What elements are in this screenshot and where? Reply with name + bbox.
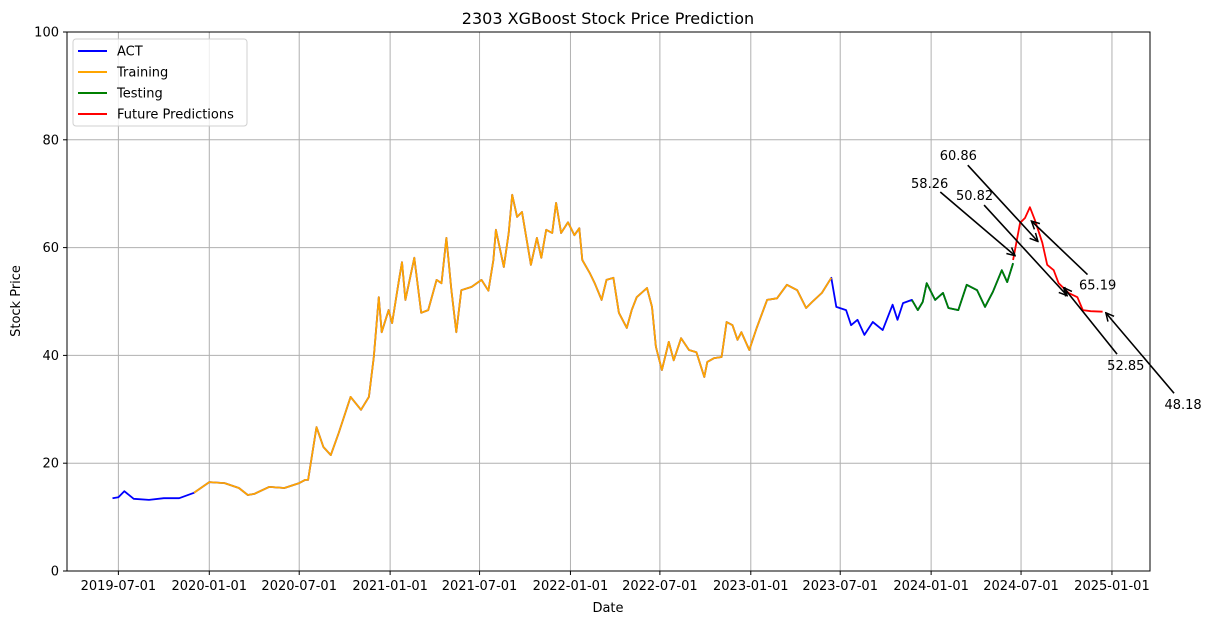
series-lines [112,193,1103,501]
x-tick-label: 2023-07-01 [802,579,878,594]
legend-box [72,38,248,127]
y-tick-label: 20 [42,457,59,472]
legend-label-training: Training [116,66,168,81]
y-tick-label: 60 [42,241,59,256]
plot-frame [66,31,1151,572]
annotation-label: 52.85 [1107,359,1144,374]
series-line-future-predictions [1012,206,1103,313]
legend-label-act: ACT [117,45,143,60]
x-tick-label: 2021-07-01 [442,579,518,594]
x-tick-label: 2021-01-01 [352,579,428,594]
legend-label-future-predictions: Future Predictions [117,108,234,123]
annotations: 58.26 60.86 50.82 65.19 52.85 48.18 [911,149,1202,413]
x-tick-label: 2020-07-01 [261,579,337,594]
x-tick-label: 2024-01-01 [893,579,969,594]
x-tick-label: 2024-07-01 [983,579,1059,594]
annotation-arrow [967,164,1038,241]
annotation-arrow [983,204,1067,296]
legend-label-testing: Testing [116,87,163,102]
x-axis-ticks: 2019-07-01 2020-01-01 2020-07-01 2021-01-01… [81,571,1150,594]
x-tick-label: 2022-07-01 [622,579,698,594]
x-tick-label: 2022-01-01 [533,579,609,594]
y-tick-label: 0 [51,565,59,580]
y-tick-label: 80 [42,133,59,148]
y-axis-ticks: 0 20 40 60 80 100 [34,26,67,580]
annotation-arrow [1064,288,1118,355]
annotation-arrow [1106,313,1175,394]
x-axis-label: Date [592,601,623,616]
y-tick-label: 100 [34,26,59,41]
y-tick-label: 40 [42,349,59,364]
annotation-arrow [1031,221,1089,276]
series-line-training [193,193,833,496]
x-tick-label: 2025-01-01 [1074,579,1150,594]
x-tick-label: 2023-01-01 [713,579,789,594]
annotation-label: 65.19 [1079,278,1116,293]
series-line-act [112,193,1014,501]
annotation-arrow [939,191,1015,256]
annotation-label: 50.82 [956,189,993,204]
x-tick-label: 2020-01-01 [172,579,248,594]
chart-title: 2303 XGBoost Stock Price Prediction [462,9,754,28]
annotation-label: 48.18 [1164,398,1201,413]
annotation-label: 58.26 [911,177,948,192]
y-axis-label: Stock Price [9,265,24,337]
series-line-testing [911,262,1014,311]
legend: ACT Training Testing Future Predictions [72,38,248,127]
x-tick-label: 2019-07-01 [81,579,157,594]
annotation-label: 60.86 [940,149,977,164]
